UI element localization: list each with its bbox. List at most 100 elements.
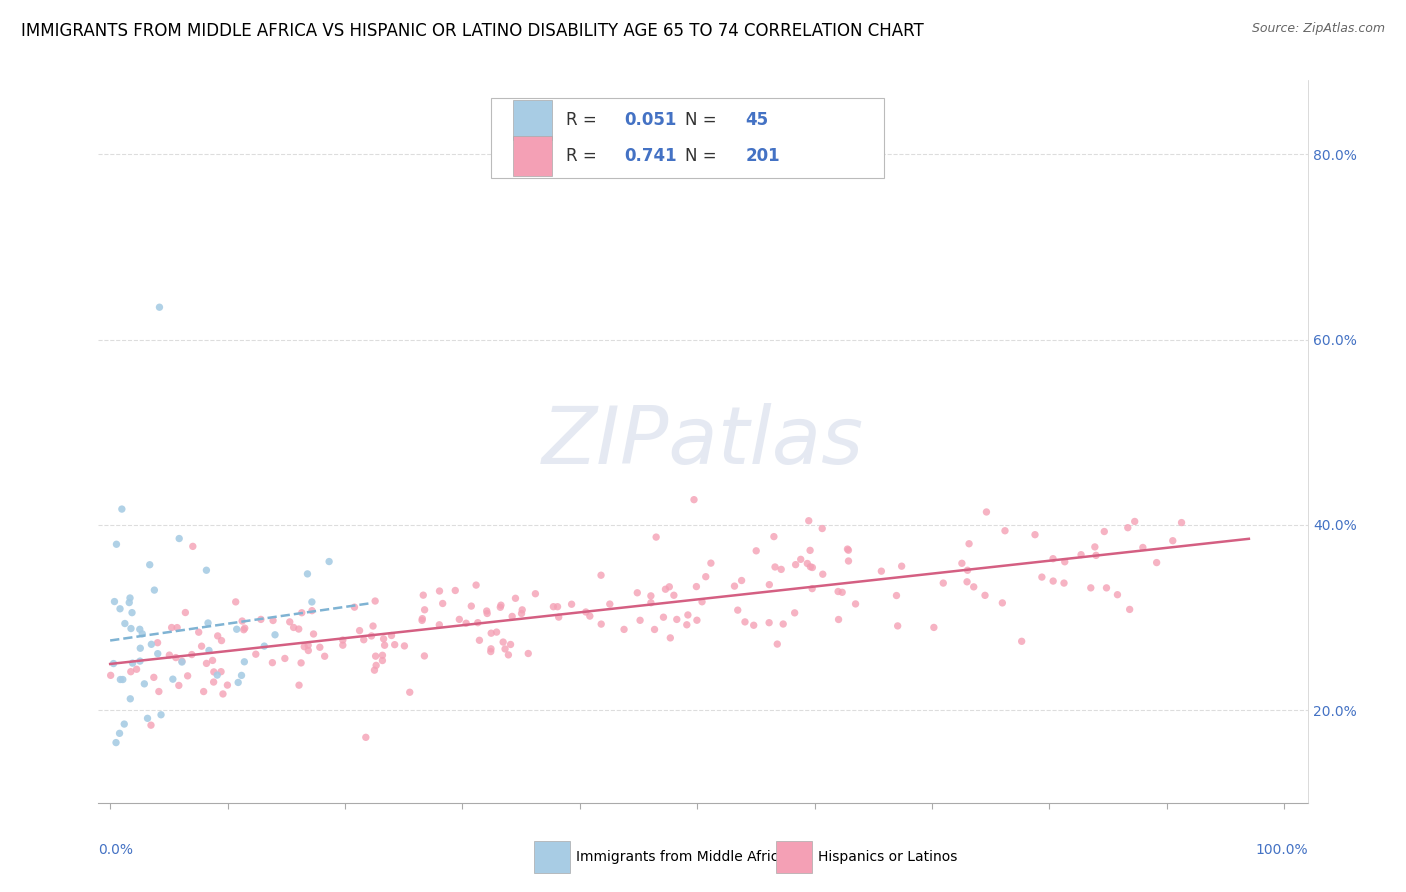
Point bbox=[245, 647, 267, 661]
Point bbox=[103, 657, 125, 671]
Point bbox=[283, 620, 305, 634]
Point bbox=[468, 633, 491, 648]
Point bbox=[837, 542, 859, 557]
Point bbox=[384, 638, 406, 652]
Point bbox=[686, 613, 709, 627]
Point bbox=[801, 560, 824, 574]
Point bbox=[128, 622, 150, 636]
Point bbox=[547, 610, 569, 624]
Point bbox=[811, 522, 834, 536]
Point bbox=[211, 633, 233, 648]
Point bbox=[301, 595, 323, 609]
Point bbox=[1031, 570, 1053, 584]
Point bbox=[427, 617, 450, 632]
Point bbox=[662, 588, 685, 602]
Point bbox=[956, 574, 979, 589]
Point bbox=[110, 673, 132, 687]
Point bbox=[1123, 515, 1146, 529]
Text: 0.0%: 0.0% bbox=[98, 843, 134, 856]
Point bbox=[644, 623, 666, 637]
Point bbox=[139, 718, 162, 732]
Point bbox=[111, 673, 134, 687]
Point bbox=[314, 649, 336, 664]
Point bbox=[1095, 581, 1118, 595]
Point bbox=[105, 735, 128, 749]
Point bbox=[136, 711, 159, 725]
Point bbox=[652, 610, 675, 624]
Point bbox=[886, 589, 908, 603]
Point bbox=[479, 641, 502, 656]
Point bbox=[870, 564, 893, 578]
Point bbox=[111, 502, 134, 516]
Point bbox=[360, 629, 382, 643]
Point bbox=[489, 600, 512, 615]
Point bbox=[105, 537, 128, 551]
Text: 100.0%: 100.0% bbox=[1256, 843, 1308, 856]
Point bbox=[349, 624, 371, 638]
Point bbox=[575, 605, 598, 619]
Point bbox=[411, 612, 433, 626]
Point bbox=[290, 656, 312, 670]
Point bbox=[1053, 555, 1076, 569]
Point bbox=[827, 613, 849, 627]
Point bbox=[1053, 576, 1076, 591]
Point bbox=[772, 617, 794, 632]
Point bbox=[1107, 588, 1129, 602]
Point bbox=[291, 606, 314, 620]
Point bbox=[510, 603, 533, 617]
Point bbox=[770, 562, 793, 576]
Point bbox=[517, 647, 540, 661]
Point bbox=[225, 595, 247, 609]
Point bbox=[837, 543, 859, 558]
Point bbox=[253, 639, 276, 653]
FancyBboxPatch shape bbox=[513, 100, 551, 140]
Point bbox=[212, 687, 235, 701]
Point bbox=[264, 628, 287, 642]
Point bbox=[766, 637, 789, 651]
Point bbox=[831, 585, 853, 599]
Point bbox=[176, 669, 198, 683]
Point bbox=[730, 574, 752, 588]
Point bbox=[108, 726, 131, 740]
Point bbox=[1085, 549, 1108, 563]
Point bbox=[449, 612, 471, 626]
Point bbox=[1116, 521, 1139, 535]
Point bbox=[167, 532, 190, 546]
Point bbox=[675, 617, 697, 632]
Point bbox=[170, 654, 193, 668]
Point bbox=[274, 651, 297, 665]
Point bbox=[190, 639, 212, 653]
Point bbox=[510, 607, 533, 621]
FancyBboxPatch shape bbox=[534, 841, 569, 873]
Point bbox=[499, 638, 522, 652]
Point bbox=[301, 604, 323, 618]
Text: N =: N = bbox=[685, 111, 721, 128]
Text: 0.741: 0.741 bbox=[624, 147, 678, 165]
Point bbox=[645, 530, 668, 544]
Point bbox=[118, 596, 141, 610]
Point bbox=[363, 663, 385, 677]
Point bbox=[799, 559, 821, 574]
Point bbox=[297, 638, 319, 652]
Point bbox=[695, 570, 717, 584]
Point bbox=[209, 665, 232, 679]
Point bbox=[364, 594, 387, 608]
Point bbox=[1080, 581, 1102, 595]
Point bbox=[180, 648, 202, 662]
Point bbox=[166, 621, 188, 635]
Point bbox=[354, 731, 377, 745]
Point bbox=[785, 558, 807, 572]
Point bbox=[1011, 634, 1033, 648]
Point bbox=[157, 648, 180, 662]
Point bbox=[148, 300, 170, 314]
Point bbox=[762, 530, 785, 544]
Point bbox=[361, 619, 384, 633]
Point bbox=[120, 665, 142, 679]
Point bbox=[599, 597, 621, 611]
Point bbox=[685, 580, 707, 594]
Point bbox=[202, 675, 225, 690]
Point bbox=[373, 632, 395, 646]
Point bbox=[799, 543, 821, 558]
Point bbox=[974, 588, 997, 602]
Point bbox=[193, 684, 215, 698]
